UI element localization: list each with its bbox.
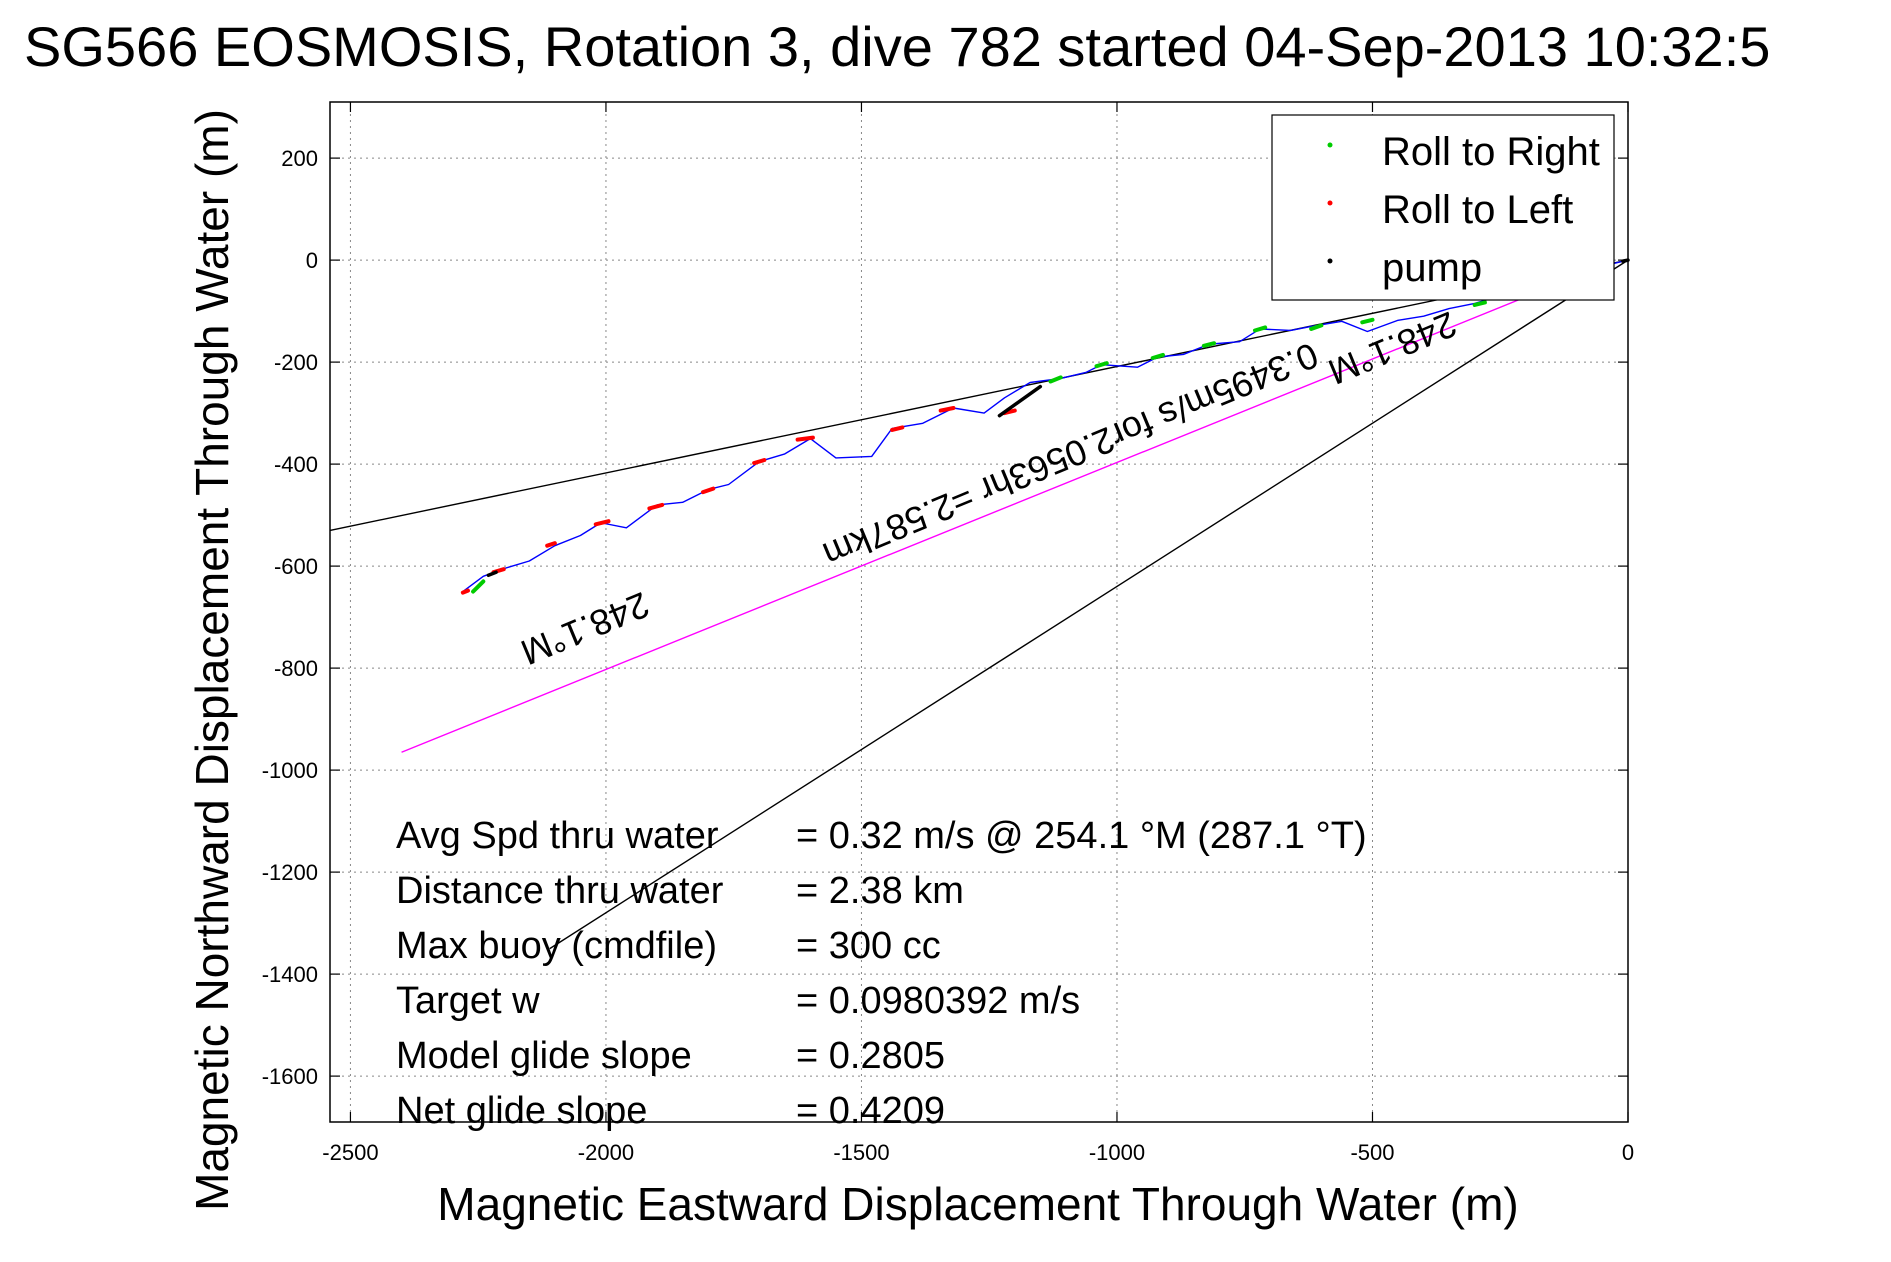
x-tick-label: -2000 [578,1140,634,1165]
y-tick-label: -1400 [262,962,318,987]
legend-label: pump [1382,246,1482,290]
y-tick-label: -1200 [262,860,318,885]
x-tick-label: -500 [1350,1140,1394,1165]
x-tick-label: -1500 [833,1140,889,1165]
legend-marker [1327,200,1333,206]
pump-segment [486,570,498,578]
x-axis-title: Magnetic Eastward Displacement Through W… [437,1178,1518,1230]
grid [330,102,1629,1122]
reference-lines [329,259,1629,950]
y-tick-label: -1000 [262,758,318,783]
legend-label: Roll to Right [1382,130,1600,174]
roll-right-segment [1048,375,1063,384]
legend-marker [1327,142,1333,148]
y-tick-label: -400 [274,452,318,477]
x-tick-label: -2500 [322,1140,378,1165]
roll-right-segment [471,579,486,594]
heading-line-upper [329,259,1629,532]
axis-ticks: -2500 -2000 -1500 -1000 -500 0 200 0 -200 -400 -60… [262,102,1634,1165]
y-axis-title: Magnetic Northward Displacement Through … [186,109,238,1211]
annotation-label: Model glide slope [396,1035,692,1077]
rotated-label: 248.1°M [515,584,655,673]
annotation-value: = 2.38 km [796,870,964,912]
roll-marks [460,258,1630,595]
rotated-label: 0.3495m/s for2.0563hr =2.587km [817,335,1324,576]
pump-segment [997,384,1043,418]
annotation-value: = 0.32 m/s @ 254.1 °M (287.1 °T) [796,815,1367,857]
y-tick-label: -1600 [262,1064,318,1089]
roll-left-segment [545,541,557,548]
annotation-label: Avg Spd thru water [396,815,719,857]
legend: Roll to Right Roll to Left pump [1271,114,1615,301]
annotation-label: Target w [396,980,540,1022]
annotation-value: = 0.0980392 m/s [796,980,1080,1022]
plot-frame [329,101,1629,1123]
roll-right-segment [1252,325,1268,333]
y-tick-label: -800 [274,656,318,681]
annotation-value: = 0.4209 [796,1090,945,1132]
annotation-label: Max buoy (cmdfile) [396,925,717,967]
current-line [401,290,1542,753]
track-line [462,259,1629,593]
roll-right-segment [1201,341,1217,348]
y-tick-label: -600 [274,554,318,579]
roll-right-segment [1360,317,1375,325]
roll-left-segment [460,588,470,595]
y-tick-label: 0 [306,248,318,273]
roll-left-segment [752,458,767,466]
roll-left-segment [701,486,716,495]
x-tick-label: 0 [1622,1140,1634,1165]
annotation-label: Distance thru water [396,870,724,912]
roll-left-segment [795,435,815,442]
x-tick-label: -1000 [1089,1140,1145,1165]
roll-right-segment [1150,352,1165,361]
legend-label: Roll to Left [1382,188,1573,232]
annotation-value: = 300 cc [796,925,941,967]
chart-title: SG566 EOSMOSIS, Rotation 3, dive 782 sta… [24,15,1770,78]
roll-left-segment [890,425,905,432]
roll-left-segment [593,519,611,527]
y-tick-label: -200 [274,350,318,375]
annotation-block: Avg Spd thru water = 0.32 m/s @ 254.1 °M … [396,815,1367,1132]
roll-left-segment [938,406,956,413]
roll-right-segment [1472,300,1487,307]
legend-marker [1327,258,1333,264]
heading-line-lower [549,259,1629,950]
roll-right-segment [1094,361,1109,369]
annotation-value: = 0.2805 [796,1035,945,1077]
roll-left-segment [647,502,665,511]
y-tick-label: 200 [281,146,318,171]
track-series [462,259,1629,593]
annotation-label: Net glide slope [396,1090,647,1132]
rotated-labels: 248.1°M0.3495m/s for2.0563hr =2.587km248… [515,303,1462,673]
roll-right-segment [1309,323,1324,331]
